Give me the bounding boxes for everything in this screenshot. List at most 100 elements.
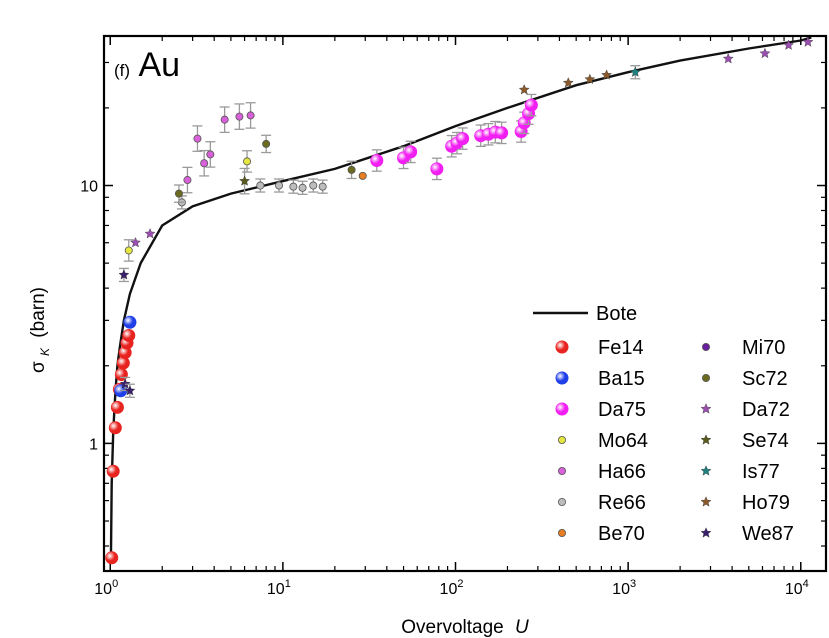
ha66-point — [220, 115, 229, 124]
legend-marker-re66 — [558, 497, 567, 506]
da72-point — [759, 47, 771, 59]
ba15-point — [123, 315, 137, 329]
legend-marker-fe14 — [555, 340, 569, 354]
legend-label-da72: Da72 — [742, 399, 790, 421]
legend-bote-label: Bote — [596, 303, 637, 325]
legend-marker-be70 — [558, 529, 567, 538]
x-tick-base: 10 — [440, 581, 458, 598]
mo64-point — [243, 157, 252, 166]
da75-point — [370, 154, 384, 168]
fe14-point — [106, 464, 120, 478]
se74-point — [239, 175, 250, 186]
we87-point — [124, 385, 136, 396]
x-axis-label-var: U — [515, 617, 529, 638]
da72-point — [129, 236, 141, 248]
y-tick-label: 1 — [89, 436, 98, 453]
legend-marker-we87 — [700, 527, 712, 538]
x-axis-label: Overvoltage U — [401, 617, 529, 638]
legend-label-ha66: Ha66 — [598, 461, 646, 483]
ho79-point — [518, 84, 530, 95]
data-points-layer — [105, 36, 814, 565]
re66-point — [275, 181, 284, 190]
da75-point — [404, 145, 418, 159]
plot-frame — [102, 34, 828, 573]
x-tick-base: 10 — [94, 581, 112, 598]
bote-curve-layer — [109, 36, 812, 552]
ha66-point — [200, 159, 209, 168]
da72-point — [144, 228, 156, 239]
legend-label-mo64: Mo64 — [598, 430, 648, 452]
y-axis-label-sub: K — [38, 347, 52, 356]
legend-label-we87: We87 — [742, 523, 794, 545]
da72-point — [802, 36, 814, 47]
legend-label-se74: Se74 — [742, 430, 789, 452]
da75-point — [430, 162, 444, 176]
x-tick-label: 104 — [785, 578, 809, 598]
legend-marker-ho79 — [700, 496, 712, 507]
x-tick-exponent: 0 — [112, 578, 118, 590]
da75-point — [524, 98, 538, 112]
da75-point — [456, 132, 470, 146]
da72-point — [722, 53, 734, 64]
ho79-point — [562, 77, 574, 88]
bote-curve — [109, 36, 812, 552]
legend-label-sc72: Sc72 — [742, 368, 788, 390]
legend-label-ba15: Ba15 — [598, 368, 645, 390]
legend-marker-da75 — [555, 402, 569, 416]
sc72-point — [347, 165, 356, 174]
y-axis-label: σ K (barn) — [28, 287, 54, 373]
re66-point — [309, 181, 318, 190]
sc72-point — [262, 139, 271, 148]
x-axis-label-text: Overvoltage — [401, 617, 503, 638]
legend-label-is77: Is77 — [742, 461, 780, 483]
be70-point — [358, 171, 367, 180]
legend-label-fe14: Fe14 — [598, 337, 644, 359]
we87-point — [119, 378, 131, 389]
da72-point — [783, 39, 794, 50]
y-tick-label: 10 — [80, 179, 98, 196]
legend-marker-ba15 — [555, 371, 569, 385]
fe14-point — [105, 551, 119, 565]
axis-ticks — [104, 36, 826, 571]
ha66-point — [193, 134, 202, 143]
legend-label-da75: Da75 — [598, 399, 646, 421]
legend-marker-se74 — [700, 434, 712, 445]
ho79-point — [601, 69, 612, 80]
x-tick-label: 100 — [94, 578, 118, 598]
is77-point — [629, 66, 641, 77]
legend-label-re66: Re66 — [598, 492, 646, 514]
re66-point — [318, 182, 327, 191]
re66-point — [289, 182, 298, 191]
ho79-point — [584, 73, 596, 85]
x-tick-exponent: 4 — [803, 578, 809, 590]
da75-point — [495, 126, 509, 140]
we87-point — [118, 269, 130, 280]
y-axis-label-unit: (barn) — [28, 287, 49, 338]
legend-marker-mo64 — [558, 435, 567, 444]
x-tick-base: 10 — [612, 581, 630, 598]
x-tick-label: 101 — [267, 578, 291, 598]
x-tick-label: 103 — [612, 578, 636, 598]
fe14-point — [110, 400, 124, 414]
legend-marker-sc72 — [702, 373, 711, 382]
legend-marker-ha66 — [558, 466, 567, 475]
legend-marker-is77 — [700, 465, 712, 476]
fe14-point — [108, 421, 122, 435]
x-tick-exponent: 1 — [285, 578, 291, 590]
x-tick-exponent: 3 — [630, 578, 636, 590]
x-tick-base: 10 — [785, 581, 803, 598]
fe14-point — [122, 329, 136, 343]
re66-point — [298, 183, 307, 192]
x-tick-exponent: 2 — [457, 578, 463, 590]
legend: Bote Fe14 Ba15 Da75 Mo64 Ha66 Re66 Be70 Mi70 Sc72… — [533, 303, 794, 545]
panel-element: Au — [139, 46, 181, 84]
legend-marker-da72 — [700, 403, 712, 414]
legend-marker-mi70 — [702, 342, 711, 351]
legend-label-mi70: Mi70 — [742, 337, 785, 359]
ha66-point — [235, 112, 244, 121]
sc72-point — [174, 189, 183, 198]
mo64-point — [124, 246, 133, 255]
panel-label: (f) Au — [114, 46, 180, 84]
